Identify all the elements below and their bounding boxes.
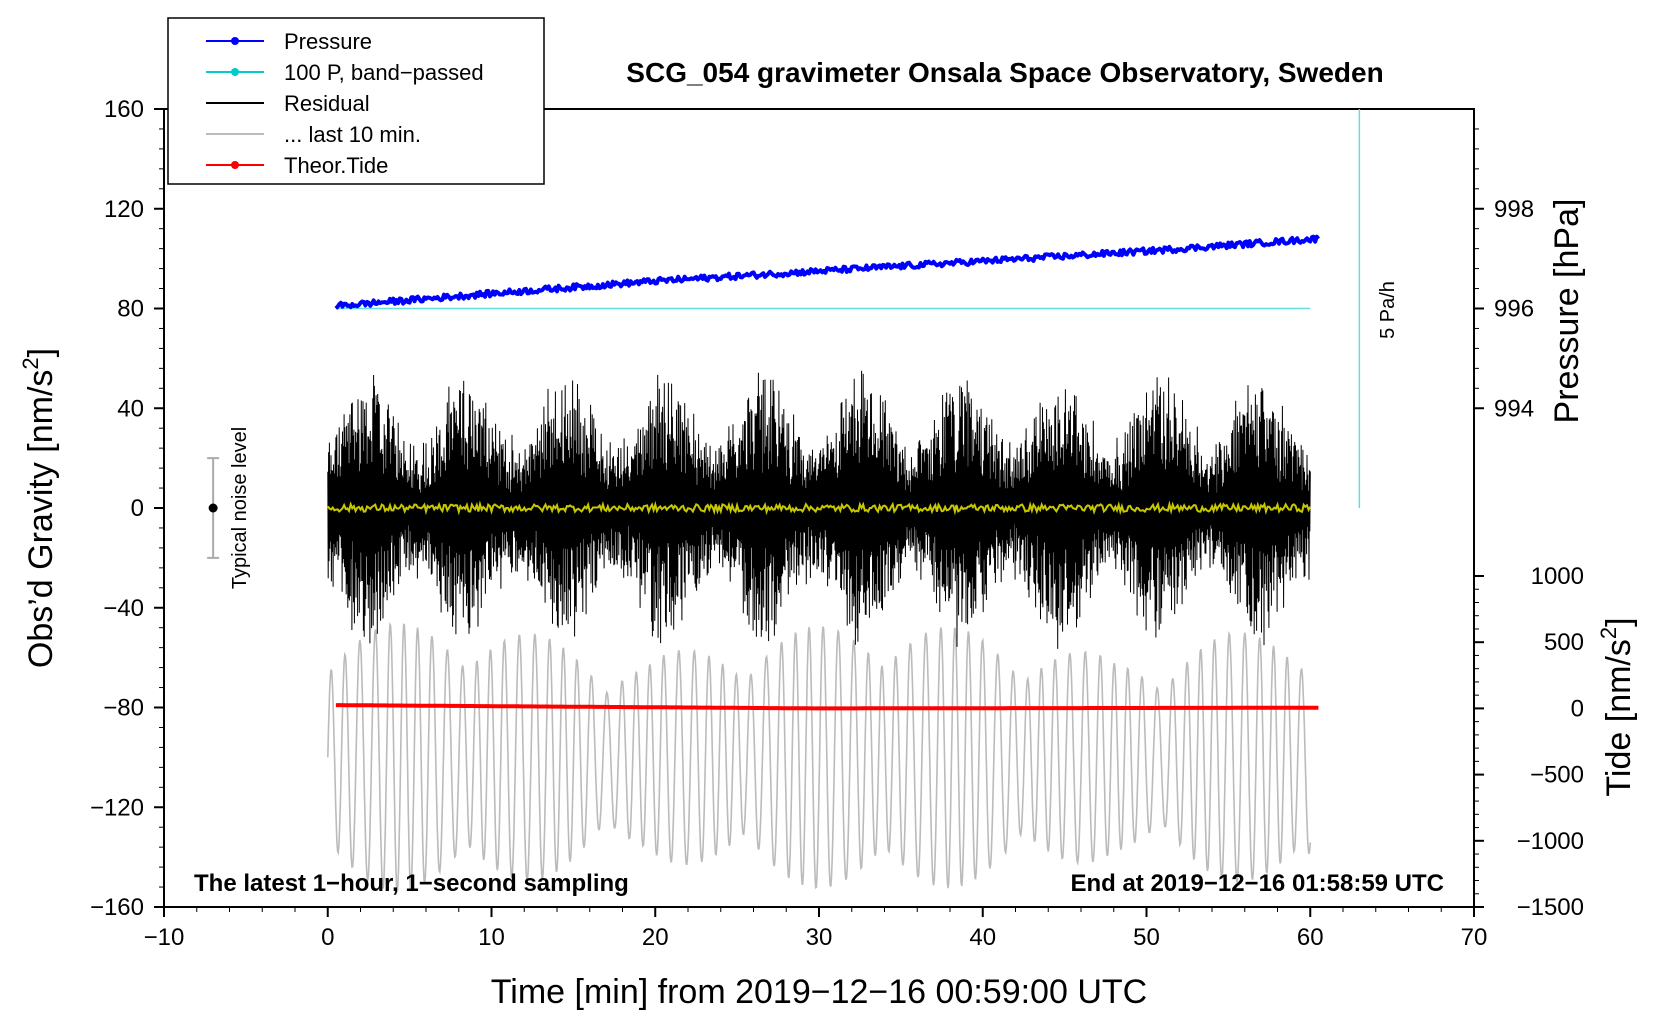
y-tick-label: −120 (90, 794, 144, 821)
legend-label: Theor.Tide (284, 153, 388, 178)
chart-title: SCG_054 gravimeter Onsala Space Observat… (626, 57, 1383, 88)
noise-point (208, 503, 218, 513)
tide-tick-label: −1500 (1517, 894, 1584, 921)
y-tick-label: −40 (103, 595, 144, 622)
tide-tick-label: 1000 (1531, 563, 1584, 590)
pressure-rate-label: 5 Pa/h (1377, 281, 1399, 339)
y-axis-title-left: Obs’d Gravity [nm/s2] (18, 348, 60, 668)
pressure-axis-title: Pressure [hPa] (1548, 199, 1586, 424)
x-tick-label: 20 (642, 924, 669, 951)
series-layer (207, 109, 1361, 892)
x-tick-label: 60 (1297, 924, 1324, 951)
legend-label: Residual (284, 91, 370, 116)
x-axis-title: Time [min] from 2019−12−16 00:59:00 UTC (491, 973, 1147, 1011)
x-tick-label: 50 (1133, 924, 1160, 951)
legend-label: Pressure (284, 29, 372, 54)
pressure-tick-label: 998 (1494, 196, 1534, 223)
tide-tick-label: 500 (1544, 629, 1584, 656)
tide-axis-title: Tide [nm/s2] (1596, 617, 1638, 796)
legend-box (167, 17, 545, 185)
pressure-tick-label: 996 (1494, 296, 1534, 323)
y-tick-label: −80 (103, 695, 144, 722)
y-tick-label: 0 (131, 495, 144, 522)
y-tick-label: 120 (104, 196, 144, 223)
theor-tide-line (335, 703, 1319, 711)
y-tick-label: 160 (104, 96, 144, 123)
legend-marker (231, 68, 239, 76)
residual-mean-line (326, 500, 1312, 516)
tide-tick-label: 0 (1571, 695, 1584, 722)
y-tick-label: −160 (90, 894, 144, 921)
residual-line (327, 370, 1311, 649)
x-tick-label: 70 (1461, 924, 1488, 951)
last-10-min-line (327, 621, 1312, 892)
pressure-line (334, 234, 1320, 310)
pressure-tick-label: 994 (1494, 395, 1534, 422)
noise-label: Typical noise level (229, 427, 251, 589)
axes-ticks: −10 0 10 20 30 40 50 60 70 −160 −120 −80 −40 0 40 80 120… (90, 96, 1584, 951)
x-tick-label: 30 (806, 924, 833, 951)
x-tick-label: 10 (478, 924, 505, 951)
x-tick-label: −10 (144, 924, 185, 951)
legend-marker (231, 161, 239, 169)
y-tick-label: 40 (117, 395, 144, 422)
tide-tick-label: −1000 (1517, 828, 1584, 855)
legend-label: ... last 10 min. (284, 122, 421, 147)
legend: Pressure 100 P, band−passed Residual ... la… (167, 17, 545, 185)
note-end-time: End at 2019−12−16 01:58:59 UTC (1070, 870, 1444, 897)
legend-label: 100 P, band−passed (284, 60, 484, 85)
x-tick-label: 0 (321, 924, 334, 951)
tide-tick-label: −500 (1530, 762, 1584, 789)
x-tick-label: 40 (969, 924, 996, 951)
y-tick-label: 80 (117, 296, 144, 323)
legend-marker (231, 37, 239, 45)
note-sampling: The latest 1−hour, 1−second sampling (194, 870, 629, 897)
